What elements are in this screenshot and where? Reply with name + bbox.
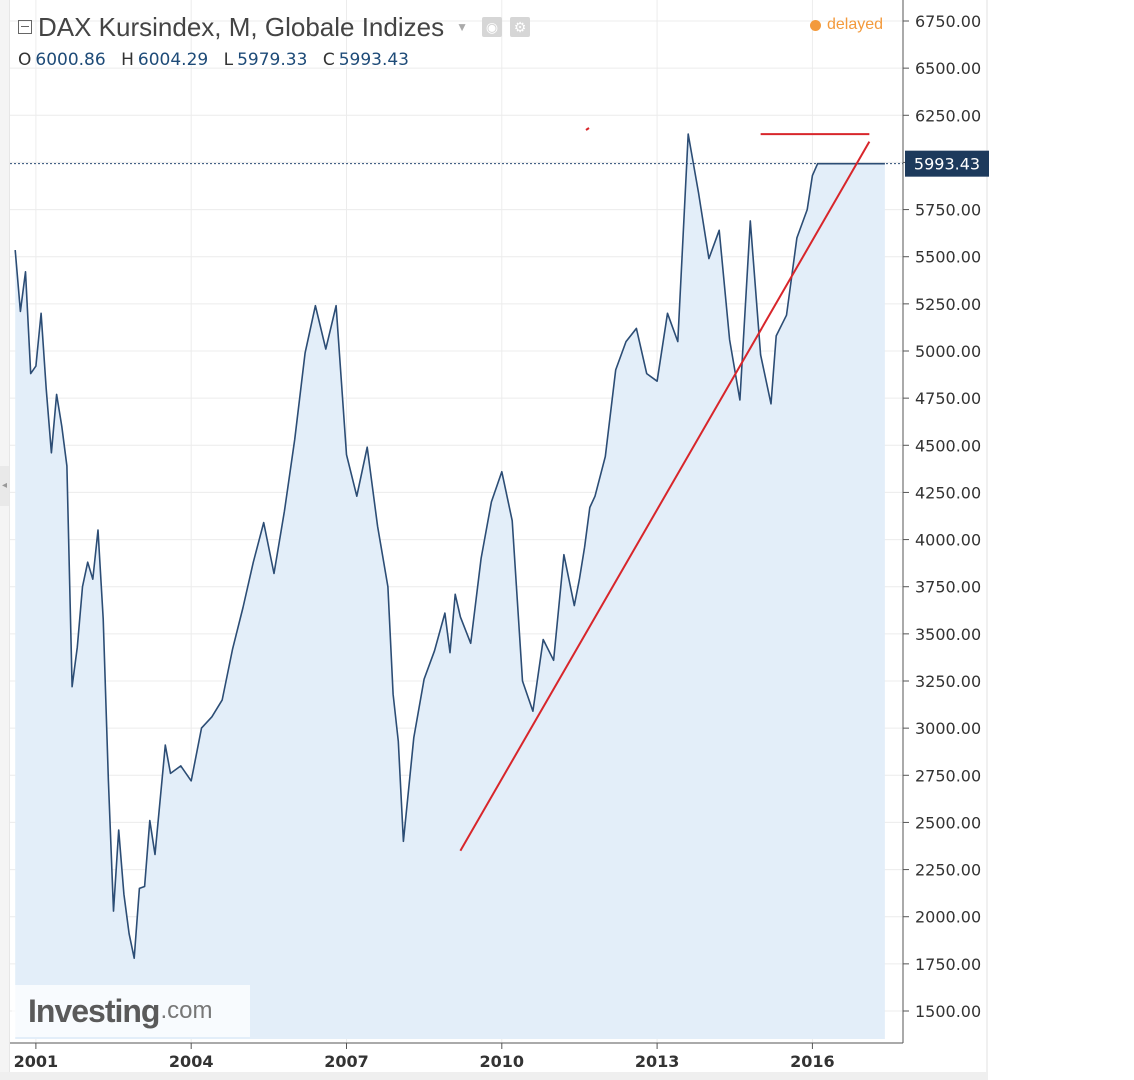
y-tick-label: 4750.00 [915,389,981,408]
last-price-tag [905,150,989,177]
y-tick-label: 6750.00 [915,12,981,31]
price-area [15,134,885,1040]
ohlc-readout: O 6000.86 H 6004.29 L 5979.33 C 5993.43 [18,50,419,70]
y-tick-label: 2500.00 [915,813,981,832]
y-tick-label: 6250.00 [915,106,981,125]
gear-icon[interactable]: ⚙ [509,17,530,37]
x-tick-label: 2013 [635,1052,680,1071]
chart-title: DAX Kursindex, M, Globale Indizes [38,11,445,42]
y-tick-label: 4500.00 [915,436,981,455]
x-tick-label: 2001 [14,1052,59,1071]
price-line [14,133,885,959]
bottom-scrollbar[interactable] [0,1072,988,1080]
x-tick-label: 2016 [790,1052,835,1071]
x-tick-label: 2007 [324,1052,369,1071]
y-tick-label: 4250.00 [915,483,981,502]
high-value: 6004.29 [137,50,209,70]
investing-watermark: Investing .com [12,985,250,1037]
trendline-annotations[interactable] [459,127,871,852]
low-value: 5979.33 [237,50,308,70]
watermark-suffix: .com [160,997,213,1024]
axes: 1500.00 1750.00 2000.00 2250.00 2500.00 2750.… [10,0,989,1080]
y-tick-label: 3500.00 [915,625,981,644]
delayed-label: delayed [827,16,884,33]
panel-toggle-handle[interactable]: ◂ [0,466,9,506]
y-tick-label: 5250.00 [915,295,981,314]
y-tick-label: 2750.00 [915,766,981,785]
close-label: C [322,50,335,70]
price-line-layer [10,133,903,959]
stray-annotation-mark [585,127,590,131]
caret-down-icon[interactable]: ▼ [456,20,468,34]
y-tick-label: 5750.00 [915,201,981,220]
support-trendline[interactable] [459,141,871,852]
last-price-label: 5993.43 [914,155,980,174]
y-tick-label: 4000.00 [915,531,981,550]
x-tick-label: 2004 [169,1052,214,1071]
x-tick-label: 2010 [480,1052,525,1071]
y-tick-label: 1750.00 [915,955,981,974]
y-tick-label: 5000.00 [915,342,981,361]
open-label: O [18,50,32,70]
delayed-status: delayed [810,16,883,34]
y-tick-label: 6500.00 [915,59,981,78]
y-tick-label: 3000.00 [915,719,981,738]
watermark-main: Investing [28,992,160,1029]
open-value: 6000.86 [35,50,106,70]
y-tick-label: 3250.00 [915,672,981,691]
y-tick-label: 2000.00 [915,908,981,927]
y-tick-label: 1500.00 [915,1002,981,1021]
y-tick-label: 2250.00 [915,861,981,880]
dot-icon [810,19,821,31]
high-label: H [121,50,134,70]
eye-icon[interactable]: ◉ [481,17,502,37]
minus-square-icon[interactable] [18,20,32,34]
left-panel-strip [0,0,10,1080]
low-label: L [223,50,234,70]
y-tick-label: 5500.00 [915,248,981,267]
price-area-fill [15,134,885,1040]
y-tick-label: 3750.00 [915,578,981,597]
chart-header: DAX Kursindex, M, Globale Indizes ▼ ◉ ⚙ [18,10,530,44]
close-value: 5993.43 [338,50,410,70]
